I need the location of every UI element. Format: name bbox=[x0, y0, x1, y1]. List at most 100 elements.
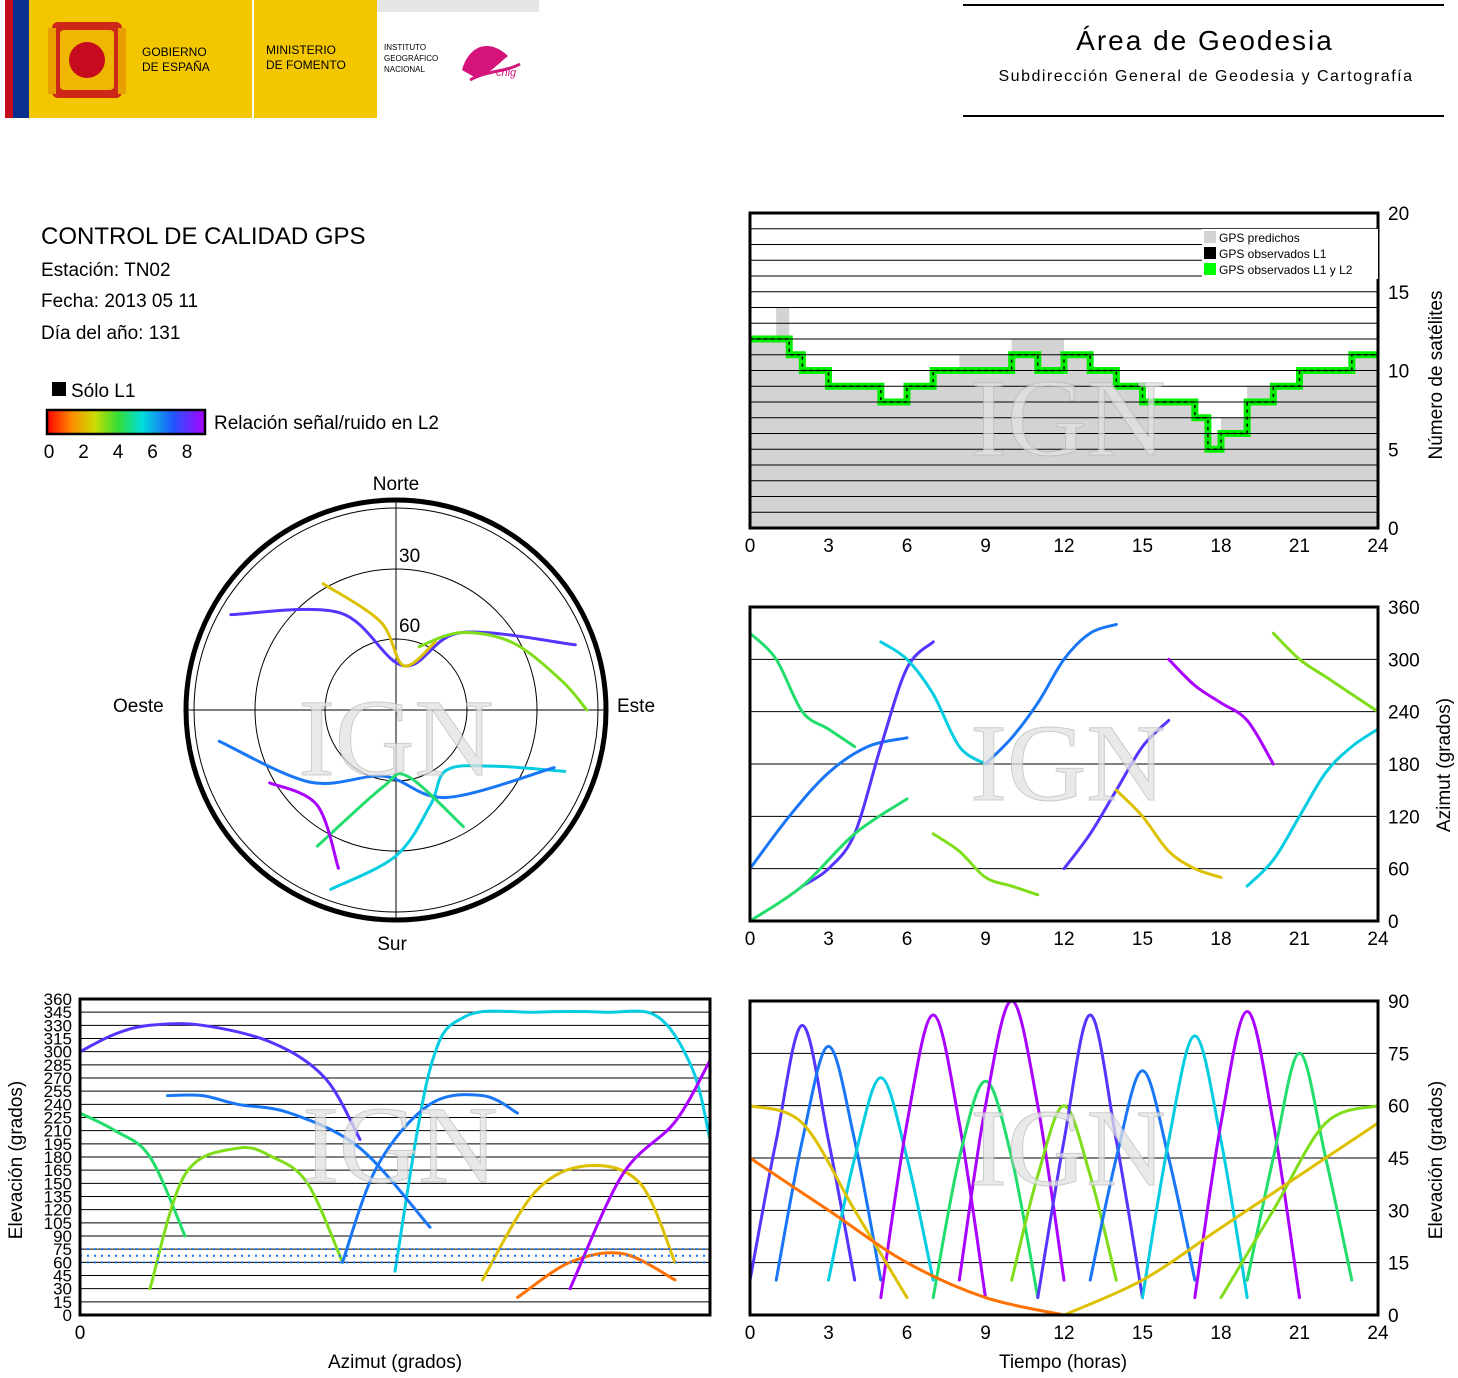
el-time-frame bbox=[748, 999, 1380, 1317]
sat-count-x-tick: 12 bbox=[1053, 536, 1074, 557]
l1-only-label: Sólo L1 bbox=[71, 381, 135, 402]
skyplot-track bbox=[321, 582, 437, 668]
el-az-y-tick: 225 bbox=[44, 1109, 72, 1128]
az-time-y-ticks: 0 60 120 180 240 300 360 bbox=[1388, 598, 1420, 933]
az-time-x-tick: 3 bbox=[823, 929, 834, 950]
sat-legend-label: GPS observados L1 bbox=[1219, 247, 1327, 261]
skyplot-east-label: Este bbox=[617, 696, 655, 717]
area-subtitle: Subdirección General de Geodesia y Carto… bbox=[999, 68, 1414, 85]
el-az-y-tick: 45 bbox=[53, 1267, 72, 1286]
az-time-tracks bbox=[750, 622, 1378, 921]
el-time-y-tick: 15 bbox=[1388, 1254, 1409, 1275]
el-az-y-tick: 135 bbox=[44, 1188, 72, 1207]
watermark-skyplot: IGN bbox=[298, 677, 494, 799]
skyplot-ring-label-60: 60 bbox=[399, 616, 420, 637]
station-label: Estación: TN02 bbox=[41, 260, 171, 281]
el-az-y-tick: 150 bbox=[44, 1174, 72, 1193]
sat-count-x-ticks: 0 3 6 9 12 15 18 21 24 bbox=[745, 536, 1389, 557]
el-time-track bbox=[827, 1076, 935, 1282]
el-az-x-ticks: 0 bbox=[75, 1323, 86, 1344]
ministry-line2: DE FOMENTO bbox=[266, 58, 346, 72]
el-time-track bbox=[1219, 1104, 1378, 1300]
skyplot-ring-label-30: 30 bbox=[399, 546, 420, 567]
sat-legend-swatch bbox=[1204, 263, 1216, 275]
el-az-track bbox=[568, 1058, 710, 1291]
snr-tick-label: 4 bbox=[113, 442, 124, 463]
az-time-x-tick: 6 bbox=[902, 929, 913, 950]
az-time-x-ticks: 0 3 6 9 12 15 18 21 24 bbox=[745, 929, 1389, 950]
snr-colorbar bbox=[45, 408, 207, 436]
el-time-track bbox=[1062, 1121, 1378, 1315]
el-az-y-ticks: 0153045607590105120135150165180195210225… bbox=[44, 990, 72, 1325]
info-block: CONTROL DE CALIDAD GPS Estación: TN02 Fe… bbox=[41, 223, 439, 463]
el-az-track bbox=[341, 1093, 519, 1264]
el-az-track bbox=[481, 1163, 677, 1282]
coat-of-arms-icon bbox=[48, 22, 126, 98]
snr-tick-label: 0 bbox=[44, 442, 55, 463]
az-time-track bbox=[984, 622, 1118, 766]
el-time-x-tick: 3 bbox=[823, 1323, 834, 1344]
el-time-y-tick: 45 bbox=[1388, 1149, 1409, 1170]
gov-line1: GOBIERNO bbox=[142, 45, 207, 59]
el-az-track bbox=[80, 1022, 362, 1141]
el-time-track bbox=[750, 1104, 909, 1300]
el-time-x-tick: 21 bbox=[1289, 1323, 1310, 1344]
logo-divider bbox=[252, 0, 254, 118]
skyplot-south-label: Sur bbox=[377, 934, 407, 955]
sat-count-y-tick: 0 bbox=[1388, 519, 1399, 540]
el-az-track bbox=[393, 1009, 710, 1273]
az-time-y-tick: 60 bbox=[1388, 860, 1409, 881]
sat-count-y-tick: 5 bbox=[1388, 440, 1399, 461]
snr-tick-label: 2 bbox=[78, 442, 89, 463]
az-time-y-tick: 240 bbox=[1388, 703, 1420, 724]
az-time-x-tick: 18 bbox=[1210, 929, 1231, 950]
el-az-y-tick: 255 bbox=[44, 1082, 72, 1101]
sat-count-x-tick: 24 bbox=[1367, 536, 1389, 557]
el-time-y-tick: 0 bbox=[1388, 1306, 1399, 1327]
az-time-x-tick: 0 bbox=[745, 929, 756, 950]
el-az-y-tick: 15 bbox=[53, 1293, 72, 1312]
skyplot-north-label: Norte bbox=[373, 474, 419, 495]
el-az-y-tick: 75 bbox=[53, 1240, 72, 1259]
el-time-y-ticks: 0 15 30 45 60 75 90 bbox=[1388, 992, 1409, 1327]
watermark-el-time: IGN bbox=[970, 1087, 1166, 1209]
el-az-track bbox=[148, 1146, 344, 1291]
el-time-x-tick: 12 bbox=[1053, 1323, 1074, 1344]
az-time-track bbox=[931, 832, 1040, 897]
el-time-x-tick: 6 bbox=[902, 1323, 913, 1344]
az-time-y-tick: 360 bbox=[1388, 598, 1420, 619]
sat-legend-label: GPS predichos bbox=[1219, 231, 1300, 245]
el-az-y-tick: 120 bbox=[44, 1201, 72, 1220]
ign-line3: NACIONAL bbox=[384, 65, 425, 74]
el-az-x-label: Azimut (grados) bbox=[328, 1352, 462, 1373]
sat-count-y-tick: 10 bbox=[1388, 362, 1409, 383]
sat-legend-swatch bbox=[1204, 231, 1216, 243]
el-time-y-tick: 60 bbox=[1388, 1097, 1409, 1118]
el-az-y-tick: 105 bbox=[44, 1214, 72, 1233]
skyplot-track bbox=[268, 781, 340, 870]
az-time-track bbox=[879, 640, 987, 766]
el-time-y-tick: 30 bbox=[1388, 1201, 1409, 1222]
sat-count-x-tick: 6 bbox=[902, 536, 913, 557]
ministry-line1: MINISTERIO bbox=[266, 43, 336, 57]
el-time-track bbox=[750, 1023, 857, 1282]
snr-colorbar-ticks: 0 2 4 6 8 bbox=[44, 442, 193, 463]
ign-line1: INSTITUTO bbox=[384, 43, 426, 52]
az-time-x-tick: 9 bbox=[980, 929, 991, 950]
sat-count-y-tick: 20 bbox=[1388, 204, 1409, 225]
el-time-y-tick: 75 bbox=[1388, 1044, 1409, 1065]
el-time-track bbox=[774, 1044, 883, 1282]
l1-only-swatch bbox=[52, 382, 66, 396]
sat-legend-swatch bbox=[1204, 247, 1216, 259]
el-time-track bbox=[1010, 1104, 1118, 1282]
el-time-track bbox=[957, 1001, 1066, 1282]
el-az-y-tick: 180 bbox=[44, 1148, 72, 1167]
el-time-track bbox=[931, 1079, 1040, 1300]
day-of-year-label: Día del año: 131 bbox=[41, 323, 180, 344]
watermark-el-az: IGN bbox=[302, 1084, 498, 1206]
az-time-track bbox=[750, 797, 909, 921]
az-time-track bbox=[1167, 657, 1275, 766]
sat-count-x-tick: 21 bbox=[1289, 536, 1310, 557]
el-time-x-ticks: 0 3 6 9 12 15 18 21 24 bbox=[745, 1323, 1389, 1344]
